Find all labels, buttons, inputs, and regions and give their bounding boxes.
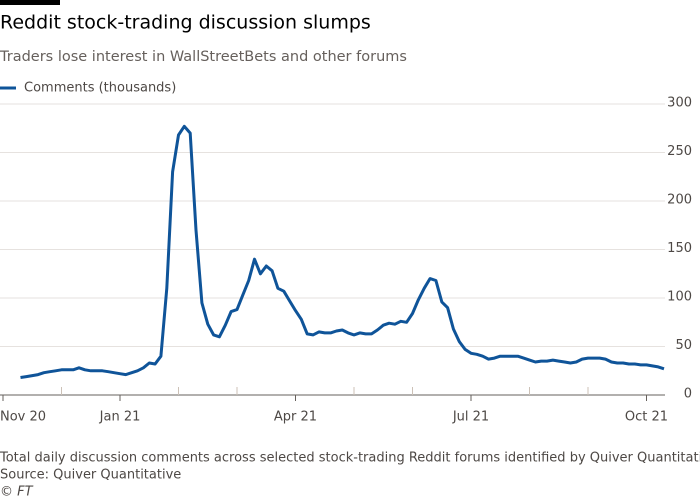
x-tick-label: Oct 21	[625, 410, 668, 425]
legend-label: Comments (thousands)	[24, 81, 176, 96]
brand-bar	[0, 0, 60, 5]
note: Total daily discussion comments across s…	[0, 451, 700, 466]
y-tick-label: 50	[675, 338, 692, 353]
y-tick-label: 150	[667, 241, 692, 256]
y-tick-label: 200	[667, 193, 692, 208]
chart-subtitle: Traders lose interest in WallStreetBets …	[0, 49, 407, 65]
x-tick-label: Jul 21	[452, 410, 489, 425]
x-tick-label: Nov 20	[0, 410, 46, 425]
y-tick-label: 300	[667, 96, 692, 111]
credit: © FT	[0, 485, 34, 500]
chart-title: Reddit stock-trading discussion slumps	[0, 12, 371, 34]
y-tick-label: 100	[667, 290, 692, 305]
y-tick-label: 0	[684, 387, 692, 402]
data-line	[20, 124, 665, 379]
x-tick-label: Jan 21	[99, 410, 141, 425]
source: Source: Quiver Quantitative	[0, 468, 181, 483]
x-tick-label: Apr 21	[274, 410, 317, 425]
y-tick-label: 250	[667, 144, 692, 159]
